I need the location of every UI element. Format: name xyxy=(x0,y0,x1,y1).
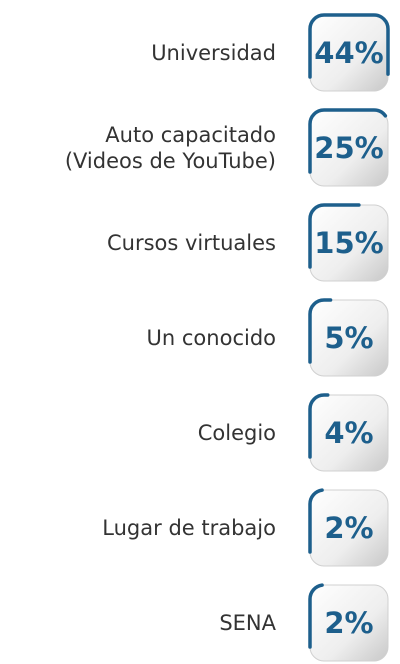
value-label: 44% xyxy=(314,36,384,70)
category-label: SENA xyxy=(219,611,276,635)
value-label: 2% xyxy=(324,606,374,640)
progress-border xyxy=(308,203,390,283)
value-label: 5% xyxy=(324,321,374,355)
category-label: Cursos virtuales xyxy=(106,231,276,255)
progress-border xyxy=(308,583,390,663)
category-label: Auto capacitado (Videos de YouTube) xyxy=(64,123,276,173)
value-label: 25% xyxy=(314,131,384,165)
progress-border xyxy=(308,488,390,568)
value-label: 15% xyxy=(314,226,384,260)
category-label: Universidad xyxy=(151,41,276,65)
category-label: Lugar de trabajo xyxy=(102,516,276,540)
category-label: Un conocido xyxy=(146,326,276,350)
progress-border xyxy=(308,13,390,93)
progress-border xyxy=(308,393,390,473)
progress-border xyxy=(308,108,390,188)
progress-border xyxy=(308,298,390,378)
category-label: Colegio xyxy=(197,421,276,445)
value-label: 2% xyxy=(324,511,374,545)
value-label: 4% xyxy=(324,416,374,450)
